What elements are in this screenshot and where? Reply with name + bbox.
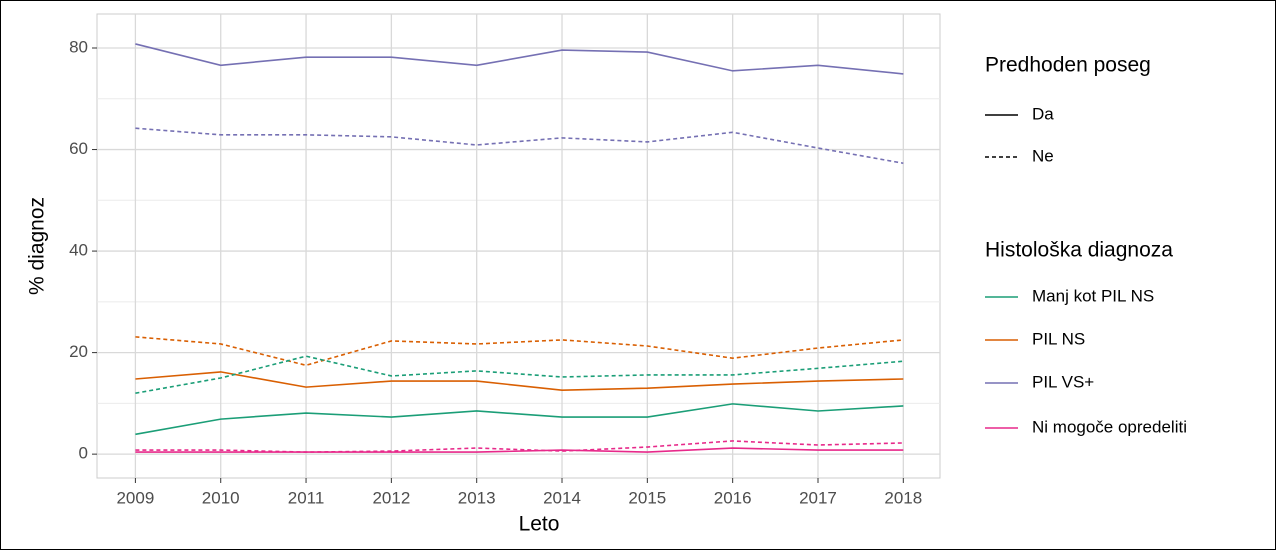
legend-title: Histološka diagnoza — [985, 239, 1173, 262]
legend-label: Da — [1032, 104, 1054, 123]
x-tick-label: 2016 — [714, 488, 752, 507]
legend-label: Ni mogoče opredeliti — [1032, 417, 1187, 436]
y-tick-label: 40 — [69, 241, 88, 260]
x-tick-label: 2015 — [628, 488, 666, 507]
x-tick-label: 2009 — [116, 488, 154, 507]
series-line — [135, 440, 904, 453]
y-tick-label: 0 — [79, 444, 88, 463]
legend-label: PIL NS — [1032, 329, 1085, 348]
x-tick-label: 2010 — [202, 488, 240, 507]
plot-panel — [96, 13, 941, 479]
y-tick-label: 60 — [69, 139, 88, 158]
series-line — [135, 403, 904, 436]
x-tick-label: 2017 — [799, 488, 837, 507]
series-line — [135, 447, 904, 453]
y-tick-label: 80 — [69, 37, 88, 56]
y-axis-label: % diagnoz — [26, 197, 49, 295]
x-tick-label: 2013 — [458, 488, 496, 507]
x-tick-label: 2014 — [543, 488, 581, 507]
x-tick-label: 2018 — [884, 488, 922, 507]
x-tick-label: 2012 — [372, 488, 410, 507]
series-line — [135, 355, 904, 395]
series-line — [135, 127, 904, 165]
y-tick-label: 20 — [69, 342, 88, 361]
legend-title: Predhoden poseg — [985, 54, 1151, 77]
series-line — [135, 336, 904, 367]
legend-label: Ne — [1032, 146, 1054, 165]
legend-label: PIL VS+ — [1032, 372, 1094, 391]
x-tick-label: 2011 — [288, 488, 325, 507]
legend-label: Manj kot PIL NS — [1032, 286, 1154, 305]
series-line — [135, 43, 904, 75]
x-axis-label: Leto — [519, 513, 560, 536]
series-line — [135, 371, 904, 391]
